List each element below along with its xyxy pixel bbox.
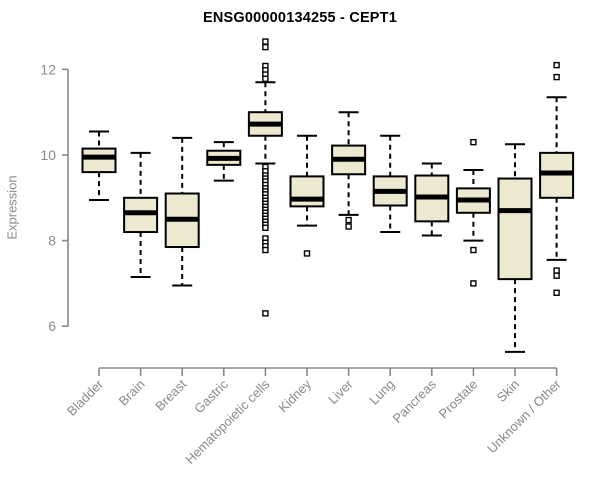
outlier-point <box>553 61 560 69</box>
x-tick-label-liver: Liver <box>325 376 356 407</box>
box-brain <box>123 151 159 278</box>
outlier-point <box>470 280 477 287</box>
box-breast <box>164 136 200 287</box>
x-tick-label-unknown-other: Unknown / Other <box>484 376 564 456</box>
x-tick-label-kidney: Kidney <box>275 376 314 415</box>
box-pancreas <box>414 162 450 237</box>
box-prostate <box>455 138 491 287</box>
box-kidney <box>289 134 325 257</box>
x-tick-label-breast: Breast <box>152 376 189 413</box>
y-tick-label: 10 <box>40 147 56 163</box>
outlier-point <box>345 223 352 230</box>
x-tick-label-gastric: Gastric <box>191 376 231 416</box>
box-bladder <box>81 130 117 201</box>
box-liver <box>331 111 367 230</box>
outlier-point <box>553 73 560 81</box>
outlier-point <box>262 38 269 45</box>
outlier-point <box>553 267 560 274</box>
outlier-point <box>262 75 269 83</box>
chart-title: ENSG00000134255 - CEPT1 <box>202 10 398 26</box>
x-tick-label-skin: Skin <box>494 377 522 405</box>
x-tick-label-lung: Lung <box>366 377 397 408</box>
x-tick-label-prostate: Prostate <box>436 377 481 422</box>
outlier-point <box>262 43 269 51</box>
outlier-point <box>262 246 269 254</box>
outlier-point <box>470 138 477 146</box>
iqr-box <box>289 175 325 208</box>
x-tick-label-pancreas: Pancreas <box>389 376 439 426</box>
iqr-box <box>81 147 117 174</box>
outlier-point <box>553 272 560 279</box>
outlier-point <box>553 289 560 297</box>
y-tick-label: 6 <box>48 318 56 334</box>
outlier-point <box>345 216 352 224</box>
box-lung <box>372 134 408 234</box>
outlier-point <box>303 250 311 257</box>
y-tick-label: 8 <box>48 233 56 249</box>
box-gastric <box>206 141 242 182</box>
outlier-point <box>470 246 477 254</box>
outlier-point <box>262 224 269 231</box>
x-tick-label-bladder: Bladder <box>64 376 107 419</box>
box-hematopoietic-cells <box>247 38 283 317</box>
x-tick-label-brain: Brain <box>116 377 148 409</box>
outlier-point <box>262 310 269 317</box>
box-unknown-other <box>539 61 575 297</box>
y-axis: 6 8 10 12 <box>40 61 69 334</box>
y-tick-label: 12 <box>40 61 56 77</box>
iqr-box <box>497 177 533 281</box>
box-skin <box>497 143 533 353</box>
